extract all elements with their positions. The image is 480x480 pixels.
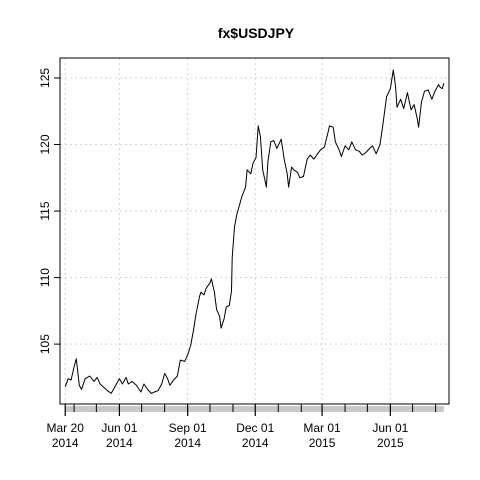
y-axis: 105 110 115 120 125 [38, 68, 60, 354]
plot-area-frame [59, 57, 450, 405]
x-tick-year-label: 2015 [309, 436, 336, 450]
x-tick-label: Sep 01 [169, 421, 207, 435]
series-line [64, 69, 445, 394]
x-tick-year-label: 2014 [242, 436, 269, 450]
x-tick-year-label: 2014 [52, 436, 79, 450]
x-tick-label: Mar 20 [47, 421, 85, 435]
y-tick-label: 125 [38, 68, 52, 88]
x-tick-label: Jun 01 [101, 421, 137, 435]
series-layer [64, 69, 445, 394]
x-tick-year-label: 2014 [174, 436, 201, 450]
x-axis-band [65, 406, 444, 412]
x-tick-year-label: 2015 [377, 436, 404, 450]
x-tick-label: Dec 01 [236, 421, 274, 435]
x-tick-label: Mar 01 [303, 421, 341, 435]
y-tick-label: 120 [38, 134, 52, 154]
y-tick-label: 115 [38, 201, 52, 220]
chart-title: fx$USDJPY [218, 25, 295, 41]
y-tick-label: 110 [38, 268, 52, 287]
x-tick-label: Jun 01 [372, 421, 408, 435]
y-tick-label: 105 [38, 334, 52, 354]
x-tick-year-label: 2014 [106, 436, 133, 450]
grid [60, 58, 449, 404]
